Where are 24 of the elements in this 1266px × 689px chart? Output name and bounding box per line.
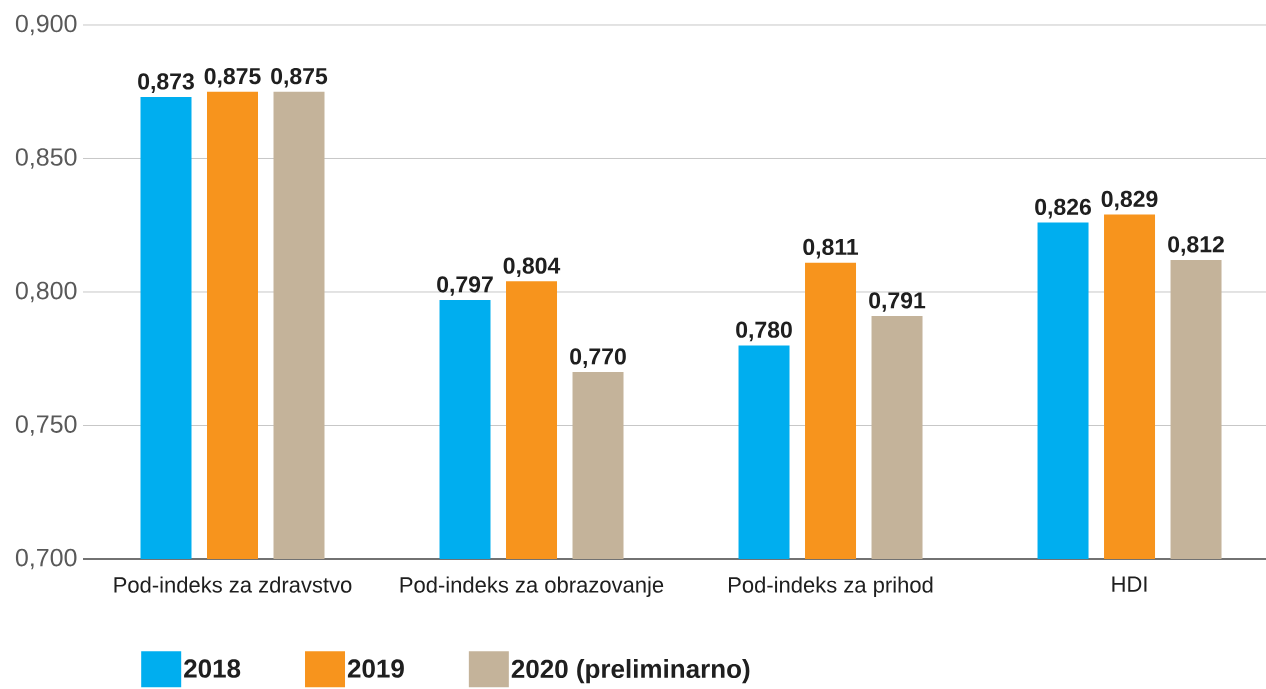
data-label: 0,770 (570, 348, 626, 368)
y-tick-label: 0,900 (15, 14, 77, 36)
legend-label: 2019 (347, 659, 404, 678)
y-tick-label: 0,700 (15, 548, 77, 570)
data-label: 0,797 (437, 276, 493, 296)
data-label: 0,875 (204, 67, 261, 88)
data-label: 0,826 (1035, 198, 1091, 219)
legend-label: 2020 (preliminarno) (511, 659, 750, 684)
x-tick-label: Pod-indeks za prihod (728, 576, 933, 598)
data-label: 0,780 (736, 321, 792, 342)
y-tick-label: 0,800 (15, 281, 77, 303)
x-tick-label: Pod-indeks za zdravstvo (114, 576, 352, 593)
data-label: 0,812 (1168, 236, 1224, 256)
x-tick-label: HDI (1112, 576, 1147, 592)
y-tick-label: 0,750 (15, 415, 77, 436)
legend-label: 2018 (184, 659, 241, 678)
data-label: 0,791 (869, 292, 926, 312)
x-tick-label: Pod-indeks za obrazovanje (400, 576, 664, 598)
y-tick-label: 0,850 (15, 148, 77, 169)
data-label: 0,811 (803, 238, 859, 259)
data-label: 0,829 (1101, 190, 1158, 211)
data-label: 0,873 (138, 73, 194, 93)
data-label: 0,875 (271, 67, 328, 88)
data-label: 0,804 (503, 257, 561, 278)
